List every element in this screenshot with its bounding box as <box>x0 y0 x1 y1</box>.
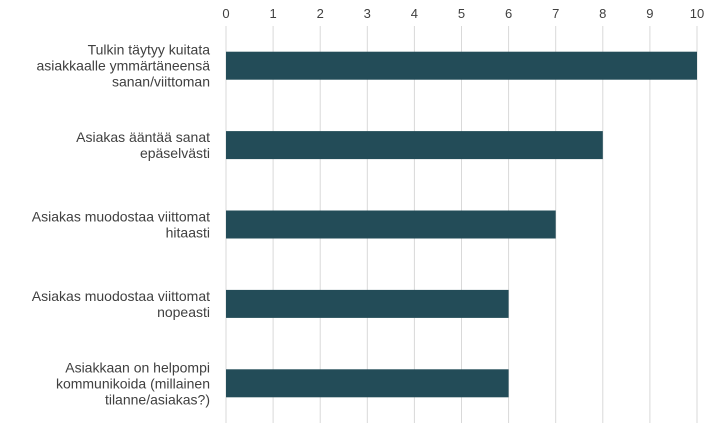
bar <box>226 131 603 160</box>
bars <box>226 51 697 398</box>
category-label: Asiakas ääntää sanat epäselvästi <box>76 129 210 161</box>
x-tick-label: 10 <box>690 6 704 21</box>
category-label: Asiakas muodostaa viittomat hitaasti <box>32 209 210 241</box>
bar <box>226 369 509 398</box>
category-labels: Tulkin täytyy kuitata asiakkaalle ymmärtä… <box>32 42 210 408</box>
x-tick-label: 6 <box>505 6 512 21</box>
category-label: Asiakkaan on helpompi kommunikoida (milla… <box>56 359 210 407</box>
category-label-line: sanan/viittoman <box>112 74 210 90</box>
x-tick-label: 8 <box>599 6 606 21</box>
x-axis-ticks: 0 1 2 3 4 5 6 7 8 9 10 <box>222 6 704 21</box>
category-label-line: Asiakkaan on helpompi <box>65 359 210 375</box>
category-label-line: Asiakas ääntää sanat <box>76 129 210 145</box>
x-tick-label: 7 <box>552 6 559 21</box>
bar <box>226 51 697 80</box>
x-tick-label: 4 <box>411 6 418 21</box>
x-tick-label: 9 <box>646 6 653 21</box>
category-label-line: Asiakas muodostaa viittomat <box>32 288 210 304</box>
category-label-line: tilanne/asiakas?) <box>105 391 210 407</box>
bar <box>226 210 556 239</box>
category-label-line: asiakkaalle ymmärtäneensä <box>36 58 210 74</box>
category-label-line: kommunikoida (millainen <box>56 375 210 391</box>
category-label: Tulkin täytyy kuitata asiakkaalle ymmärtä… <box>36 42 210 90</box>
x-tick-label: 0 <box>222 6 229 21</box>
x-tick-label: 1 <box>269 6 276 21</box>
category-label-line: Asiakas muodostaa viittomat <box>32 209 210 225</box>
category-label-line: Tulkin täytyy kuitata <box>88 42 211 58</box>
category-label-line: epäselvästi <box>140 145 210 161</box>
x-tick-label: 3 <box>364 6 371 21</box>
x-tick-label: 2 <box>317 6 324 21</box>
bar <box>226 289 509 318</box>
category-label-line: hitaasti <box>166 225 210 241</box>
x-tick-label: 5 <box>458 6 465 21</box>
category-label-line: nopeasti <box>157 304 210 320</box>
category-label: Asiakas muodostaa viittomat nopeasti <box>32 288 210 320</box>
